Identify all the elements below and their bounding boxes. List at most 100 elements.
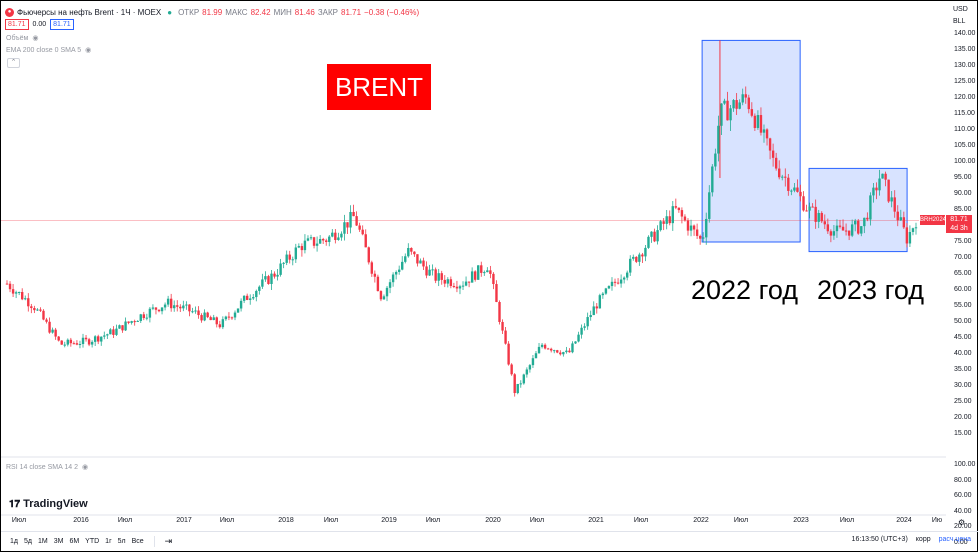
candle-body [112, 329, 115, 335]
price-chart[interactable] [1, 1, 946, 517]
candle-body [717, 125, 720, 154]
candle-body [388, 282, 392, 288]
range-button[interactable]: 5д [23, 538, 32, 545]
range-button[interactable]: Все [131, 538, 144, 545]
price-axis-label: 25.00 [954, 398, 972, 405]
candle-body [51, 329, 54, 333]
currency-label[interactable]: USD [953, 6, 968, 13]
candle-body [896, 211, 899, 221]
candle-body [574, 341, 577, 344]
candle-body [787, 177, 790, 191]
range-button[interactable]: 5л [117, 538, 126, 545]
price-axis[interactable]: 140.00 135.00 130.00 125.00 120.00 115.00 110.… [946, 1, 978, 546]
candle-body [334, 232, 337, 240]
price-axis-label: 120.00 [954, 94, 976, 101]
eye-icon[interactable]: ◉ [32, 35, 39, 42]
time-axis-label: 2020 [485, 517, 501, 524]
candle-body [887, 179, 890, 202]
range-button[interactable]: YTD [85, 538, 100, 545]
market-status-icon: ● [167, 7, 173, 17]
candle-body [501, 321, 504, 331]
candle-body [905, 227, 909, 244]
candle-body [543, 344, 547, 349]
candle-body [814, 206, 817, 222]
time-axis-label: Июл [323, 517, 339, 524]
eye-icon[interactable]: ◉ [81, 464, 89, 471]
price-axis-label: 35.00 [954, 366, 972, 373]
candle-body [142, 314, 146, 319]
candle-body [604, 288, 608, 294]
candle-body [422, 260, 425, 267]
candle-body [708, 192, 711, 219]
unit-label[interactable]: BLL [953, 18, 966, 25]
candle-body [446, 279, 450, 284]
candle-body [340, 233, 343, 238]
settings-icon[interactable]: ⚙ [958, 518, 966, 527]
candle-body [768, 138, 772, 151]
candle-body [890, 197, 893, 202]
sell-button[interactable]: 81.71 [5, 19, 29, 30]
candle-body [309, 237, 313, 239]
candle-body [72, 343, 76, 345]
candle-body [227, 316, 231, 318]
candle-body [796, 187, 799, 192]
candle-body [176, 305, 179, 307]
collapse-legend-button[interactable]: ⌃ [7, 58, 20, 68]
candle-body [759, 115, 763, 133]
candle-body [200, 315, 203, 321]
range-button[interactable]: 1М [37, 538, 48, 545]
range-button[interactable]: 3М [53, 538, 64, 545]
price-axis-label: 85.00 [954, 206, 972, 213]
candle-body [777, 168, 781, 178]
price-axis-label: 75.00 [954, 238, 972, 245]
candle-body [805, 210, 808, 212]
calendar-icon[interactable]: ⇥ [153, 536, 172, 547]
candle-body [507, 343, 510, 365]
adj-toggle[interactable]: корр [915, 536, 931, 543]
candle-body [185, 304, 188, 306]
clock[interactable]: 16:13:50 (UTC+3) [851, 536, 908, 543]
range-button[interactable]: 1д [10, 538, 18, 545]
candle-body [458, 286, 462, 289]
candle-body [607, 286, 611, 289]
candle-body [349, 211, 352, 228]
range-button[interactable]: 6М [69, 538, 80, 545]
candle-body [233, 312, 237, 318]
candle-body [583, 326, 586, 328]
time-axis-label: Ию [931, 517, 943, 524]
candle-body [592, 306, 595, 316]
candle-body [659, 221, 662, 231]
bottom-toolbar: 1д 5д 1М 3М 6М YTD 1г 5л Все ⇥ 16:13:50 (UTC+3) … [1, 531, 978, 551]
candle-body [790, 190, 793, 192]
candle-body [258, 286, 261, 291]
tradingview-logo[interactable]: 𝟏𝟕 TradingView [9, 498, 88, 510]
candle-body [510, 364, 513, 375]
time-axis[interactable]: Июл 2016 Июл 2017 Июл 2018 Июл 2019 Июл 2020 Июл 20… [1, 517, 946, 529]
candle-body [838, 225, 842, 227]
candle-body [425, 266, 428, 276]
settlement-toggle[interactable]: расч.цена [938, 536, 971, 543]
rsi-indicator[interactable]: RSI 14 close SMA 14 2 ◉ [6, 463, 88, 471]
ema-indicator[interactable]: EMA 200 close 0 SMA 5 ◉ [6, 46, 91, 54]
range-buttons: 1д 5д 1М 3М 6М YTD 1г 5л Все [1, 538, 144, 545]
candle-body [145, 317, 149, 319]
volume-indicator[interactable]: Объём ◉ [6, 34, 38, 42]
symbol-title[interactable]: Фьючерсы на нефть Brent · 1Ч · MOEX [17, 7, 162, 17]
candle-body [866, 217, 869, 220]
candle-body [443, 279, 446, 284]
candle-body [863, 217, 866, 227]
ema-label: EMA 200 close 0 SMA 5 [6, 47, 82, 54]
time-axis-label: 2021 [588, 517, 604, 524]
time-axis-label: Июл [117, 517, 133, 524]
candle-body [21, 292, 24, 300]
candle-body [182, 305, 185, 309]
candle-body [653, 231, 656, 242]
time-axis-label: Июл [839, 517, 855, 524]
eye-icon[interactable]: ◉ [85, 47, 92, 54]
buy-button[interactable]: 81.71 [50, 19, 74, 30]
candle-body [328, 236, 331, 242]
candle-body [84, 337, 88, 340]
candle-body [188, 304, 191, 312]
range-button[interactable]: 1г [105, 538, 112, 545]
candle-body [394, 271, 398, 275]
